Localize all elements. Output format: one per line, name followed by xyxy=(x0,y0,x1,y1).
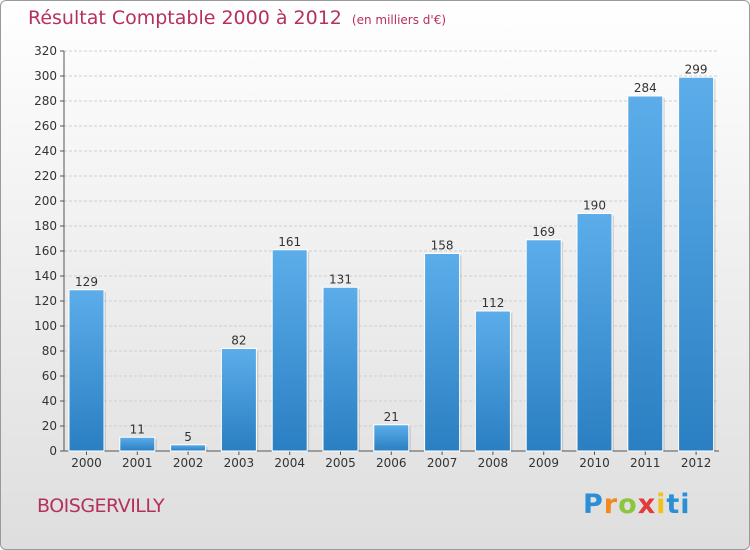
bar-2012 xyxy=(678,76,715,452)
bar-value-label: 299 xyxy=(685,62,708,76)
x-tick-label: 2010 xyxy=(579,456,610,470)
y-tick-label: 320 xyxy=(34,44,57,58)
proxiti-logo: Proxiti xyxy=(583,489,691,520)
x-tick-label: 2009 xyxy=(528,456,559,470)
bar-value-label: 161 xyxy=(278,235,301,249)
y-tick-label: 0 xyxy=(49,444,57,458)
bar-value-label: 11 xyxy=(130,422,145,436)
y-tick-label: 280 xyxy=(34,94,57,108)
bar-2010 xyxy=(576,213,613,452)
bar-2002 xyxy=(170,444,207,452)
bar-value-label: 5 xyxy=(184,430,192,444)
y-tick-label: 80 xyxy=(42,344,57,358)
town-name: BOISGERVILLY xyxy=(37,495,165,517)
bar-value-label: 21 xyxy=(384,410,399,424)
logo-letter: r xyxy=(603,489,619,520)
x-tick-label: 2011 xyxy=(630,456,661,470)
bar-value-label: 112 xyxy=(481,296,504,310)
bar-2006 xyxy=(373,424,410,452)
y-tick-label: 100 xyxy=(34,319,57,333)
x-tick-label: 2008 xyxy=(478,456,509,470)
x-tick-label: 2002 xyxy=(173,456,204,470)
bar-2008 xyxy=(474,310,511,452)
chart-title-block: Résultat Comptable 2000 à 2012 (en millie… xyxy=(28,7,446,29)
logo-letter: i xyxy=(656,489,667,520)
bar-value-label: 284 xyxy=(634,81,657,95)
bar-value-label: 131 xyxy=(329,272,352,286)
bars xyxy=(68,76,716,452)
y-tick-label: 160 xyxy=(34,244,57,258)
logo-letter: o xyxy=(618,489,638,520)
y-tick-label: 260 xyxy=(34,119,57,133)
y-tick-label: 60 xyxy=(42,369,57,383)
y-tick-label: 40 xyxy=(42,394,57,408)
x-tick-label: 2005 xyxy=(325,456,356,470)
logo-letter: P xyxy=(583,489,604,520)
logo-letter: x xyxy=(637,489,657,520)
bar-value-label: 169 xyxy=(532,225,555,239)
x-tick-label: 2000 xyxy=(71,456,102,470)
x-tick-label: 2003 xyxy=(224,456,255,470)
bar-2001 xyxy=(119,436,156,452)
x-tick-label: 2007 xyxy=(427,456,458,470)
logo-letter: ti xyxy=(666,489,691,520)
bar-value-label: 129 xyxy=(75,275,98,289)
x-tick-label: 2006 xyxy=(376,456,407,470)
chart-subtitle: (en milliers d'€) xyxy=(351,13,447,27)
y-tick-label: 200 xyxy=(34,194,57,208)
x-tick-label: 2001 xyxy=(122,456,153,470)
y-tick-label: 180 xyxy=(34,219,57,233)
x-tick-label: 2004 xyxy=(274,456,305,470)
bar-value-label: 158 xyxy=(431,239,454,253)
y-tick-label: 220 xyxy=(34,169,57,183)
chart-title: Résultat Comptable 2000 à 2012 xyxy=(28,7,342,29)
bar-2003 xyxy=(220,348,257,452)
y-tick-label: 120 xyxy=(34,294,57,308)
y-tick-label: 20 xyxy=(42,419,57,433)
bar-value-label: 190 xyxy=(583,199,606,213)
bar-2004 xyxy=(271,249,308,452)
y-tick-label: 140 xyxy=(34,269,57,283)
bar-2000 xyxy=(68,289,105,452)
gridlines xyxy=(64,50,719,427)
y-tick-label: 300 xyxy=(34,69,57,83)
bar-value-label: 82 xyxy=(231,334,246,348)
labels: 0 20 40 60 80 100 120 140 160 180 200 220 240 260 280 3… xyxy=(34,44,711,470)
bar-2007 xyxy=(424,253,461,452)
bar-chart: 0 20 40 60 80 100 120 140 160 180 200 220 240 260 280 3… xyxy=(34,44,719,470)
bar-2009 xyxy=(525,239,562,452)
bar-2005 xyxy=(322,286,359,452)
axes xyxy=(60,50,719,455)
y-tick-label: 240 xyxy=(34,144,57,158)
bar-2011 xyxy=(627,95,664,452)
x-tick-label: 2012 xyxy=(681,456,712,470)
